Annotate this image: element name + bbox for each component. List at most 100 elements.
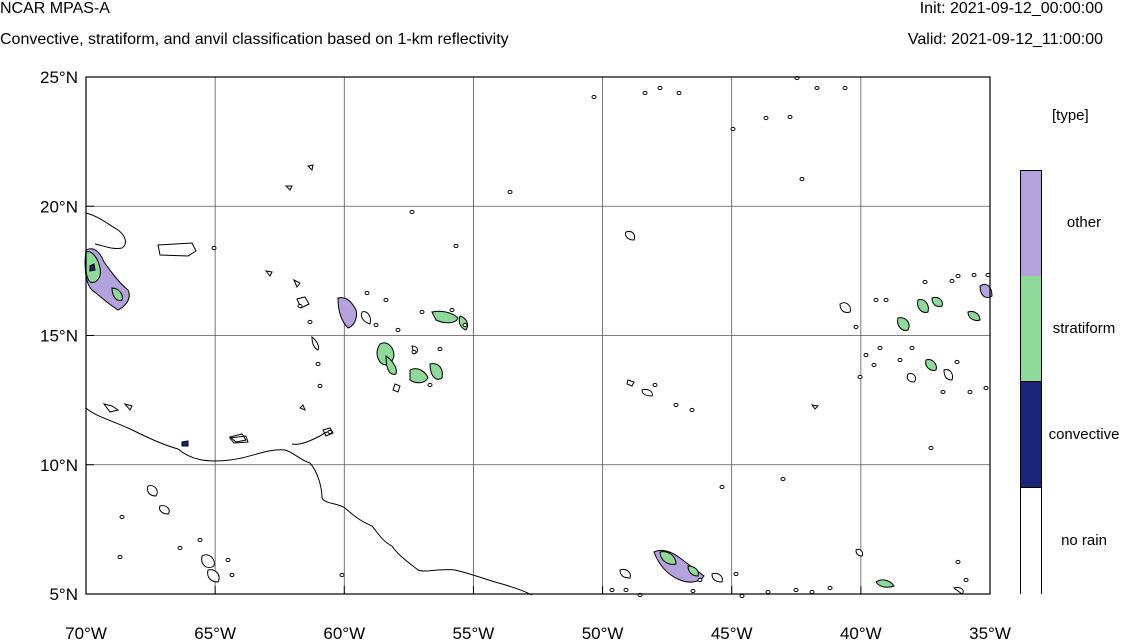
precipitation-cells <box>84 231 993 595</box>
cell-no-rain <box>364 290 370 296</box>
cell-no-rain <box>814 85 820 91</box>
cell-stratiform <box>875 579 895 588</box>
cell-no-rain <box>225 557 231 563</box>
cell-no-rain <box>963 577 969 583</box>
lon-label: 35°W <box>969 624 1011 641</box>
cell-no-rain <box>928 445 934 451</box>
cell-no-rain <box>315 361 321 367</box>
init-time: Init: 2021-09-12_00:00:00 <box>919 0 1103 17</box>
cell-no-rain <box>625 231 635 241</box>
cell-no-rain <box>730 126 736 132</box>
plot-subtitle: Convective, stratiform, and anvil classi… <box>0 31 509 48</box>
lon-label: 60°W <box>323 624 365 641</box>
coastline-antigua <box>293 278 301 288</box>
lon-label: 70°W <box>65 624 107 641</box>
cell-no-rain <box>897 357 903 363</box>
cell-no-rain <box>197 537 203 543</box>
lon-label: 50°W <box>582 624 624 641</box>
cell-no-rain <box>609 587 615 593</box>
cell-stratiform <box>687 565 699 577</box>
coastline-curacao <box>123 403 133 411</box>
cell-convective <box>181 440 189 447</box>
cell-stratiform <box>659 551 677 565</box>
cell-convective <box>89 263 96 272</box>
cell-no-rain <box>591 94 597 100</box>
legend-swatch-stratiform <box>1021 276 1041 382</box>
coastline-cape-verde-1 <box>810 404 820 410</box>
coastline-margarita <box>229 435 249 444</box>
cell-no-rain <box>361 311 371 325</box>
cell-no-rain <box>906 373 917 383</box>
cell-stratiform <box>925 359 937 371</box>
legend-swatch-convective <box>1021 382 1041 488</box>
coastlines <box>85 164 820 596</box>
cell-stratiform <box>931 297 943 307</box>
cell-no-rain <box>787 114 793 120</box>
cell-no-rain <box>871 362 877 368</box>
cell-no-rain <box>619 569 631 579</box>
scattered-cells <box>117 75 991 599</box>
cell-no-rain <box>863 352 869 358</box>
coastline-bermuda-ish <box>284 185 293 191</box>
cell-no-rain <box>952 587 964 595</box>
tick-marks <box>85 76 991 595</box>
cell-no-rain <box>626 379 635 387</box>
coastline-grenada <box>299 404 306 411</box>
cell-no-rain <box>949 278 955 284</box>
lat-label: 25°N <box>40 68 78 87</box>
cell-no-rain <box>763 115 769 121</box>
lat-label: 20°N <box>40 197 78 216</box>
cell-no-rain <box>383 297 389 303</box>
cell-no-rain <box>229 572 235 578</box>
cell-no-rain <box>449 307 455 313</box>
cell-other <box>979 283 993 299</box>
cell-no-rain <box>971 272 977 278</box>
cell-other <box>337 297 357 329</box>
lon-label: 45°W <box>711 624 753 641</box>
cell-no-rain <box>922 279 928 285</box>
coastline-anguilla <box>264 270 273 277</box>
cell-no-rain <box>839 302 851 313</box>
cell-no-rain <box>147 485 158 497</box>
cell-no-rain <box>297 303 303 309</box>
cell-no-rain <box>827 585 833 591</box>
cell-no-rain <box>733 571 739 577</box>
cell-no-rain <box>177 545 183 551</box>
cell-no-rain <box>392 383 401 393</box>
cell-no-rain <box>855 549 863 557</box>
cell-no-rain <box>317 383 323 389</box>
coastline-puerto-rico <box>157 242 197 257</box>
legend-label-convective: convective <box>1048 426 1120 443</box>
cell-stratiform <box>431 310 459 324</box>
cell-stratiform <box>385 355 397 375</box>
coastline-small-1 <box>306 164 314 172</box>
legend-label-stratiform: stratiform <box>1052 320 1116 337</box>
cell-stratiform <box>917 299 929 313</box>
cell-no-rain <box>373 322 379 328</box>
lon-label: 65°W <box>194 624 236 641</box>
cell-no-rain <box>395 327 401 333</box>
cell-no-rain <box>842 85 848 91</box>
cell-no-rain <box>642 90 648 96</box>
lat-label: 5°N <box>49 585 78 604</box>
cell-no-rain <box>462 322 468 328</box>
cell-no-rain <box>207 569 220 583</box>
lon-label: 55°W <box>453 624 495 641</box>
cell-no-rain <box>201 554 215 569</box>
cell-no-rain <box>676 90 682 96</box>
cell-no-rain <box>657 85 663 91</box>
cell-stratiform <box>111 287 123 301</box>
cell-no-rain <box>799 176 805 182</box>
cell-no-rain <box>697 577 703 583</box>
cell-no-rain <box>954 359 960 365</box>
coastline-south-america <box>85 407 533 596</box>
cell-no-rain <box>967 389 973 395</box>
cell-stratiform <box>429 363 443 380</box>
cell-no-rain <box>427 382 433 388</box>
cell-no-rain <box>690 588 696 594</box>
cell-no-rain <box>853 324 859 330</box>
cell-no-rain <box>119 514 125 520</box>
cell-no-rain <box>809 589 815 595</box>
legend-title: [type] <box>1052 107 1089 124</box>
